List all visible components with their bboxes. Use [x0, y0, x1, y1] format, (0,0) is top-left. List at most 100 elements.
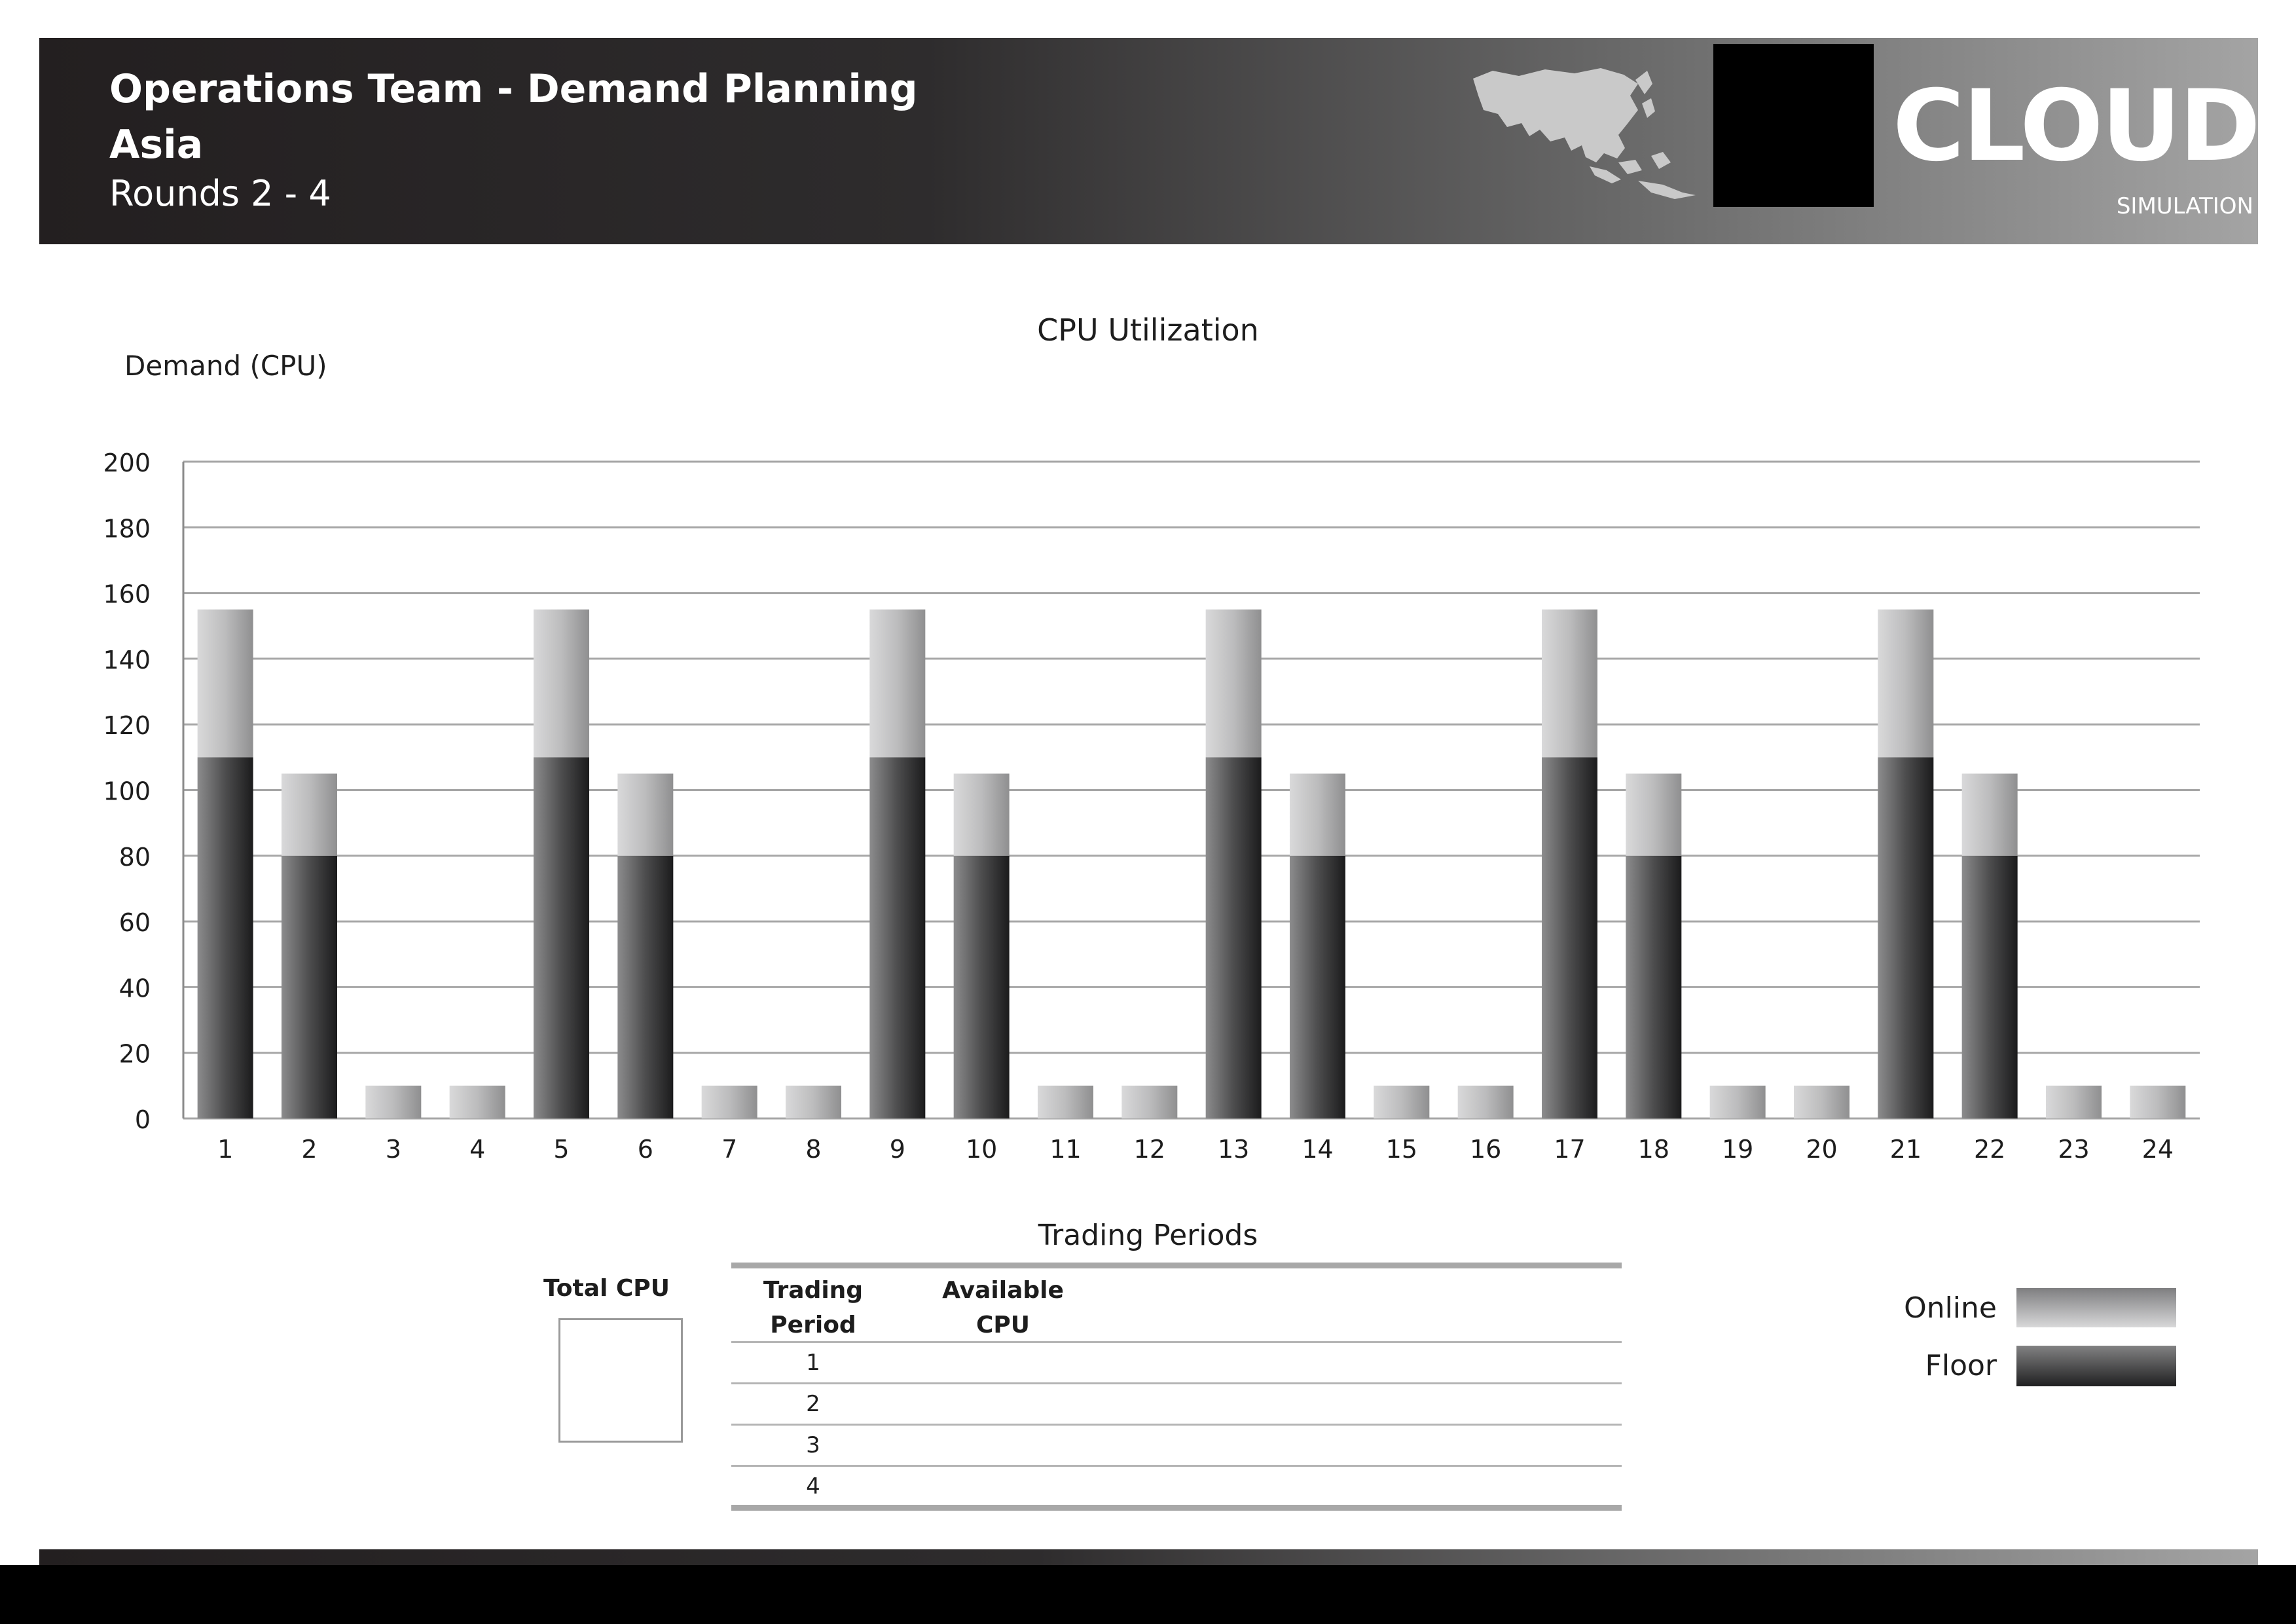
y-tick-label: 80 [119, 843, 151, 872]
legend-label-floor: Floor [1925, 1349, 1997, 1382]
column-header-trading-period: Trading Period [751, 1273, 875, 1342]
x-tick-label: 22 [1974, 1135, 2005, 1164]
x-tick-label: 10 [966, 1135, 997, 1164]
table-bottom-rule [731, 1505, 1622, 1511]
bar-floor [1961, 855, 2018, 1118]
y-tick-label: 120 [103, 711, 151, 740]
logo-mark [1713, 44, 1874, 207]
column-header-available-cpu: Available CPU [921, 1273, 1085, 1342]
y-tick-label: 200 [103, 449, 151, 477]
row-period: 3 [806, 1432, 820, 1458]
column-header-line: CPU [975, 1312, 1030, 1338]
x-tick-label: 19 [1722, 1135, 1753, 1164]
x-tick-label: 3 [386, 1135, 401, 1164]
rounds-label: Rounds 2 - 4 [109, 173, 331, 214]
bar-online [197, 609, 253, 758]
y-tick-label: 0 [135, 1105, 151, 1134]
bar-online [449, 1085, 505, 1118]
bar-floor [1626, 855, 1682, 1118]
y-tick-label: 20 [119, 1040, 151, 1069]
legend-swatch-online [2016, 1288, 2176, 1327]
bar-online [953, 773, 1010, 856]
x-tick-label: 7 [721, 1135, 737, 1164]
logo-subtitle: SIMULATION [2116, 193, 2253, 219]
bar-online [617, 773, 674, 856]
column-header-line: Trading [763, 1277, 864, 1304]
bar-online [1542, 609, 1597, 758]
y-axis-ticks: 0 20 40 60 80 100 120 140 160 180 200 [103, 449, 151, 1134]
bar-online [1794, 1085, 1850, 1118]
table-row: 2 [731, 1382, 1622, 1426]
bar-online [1374, 1085, 1430, 1118]
y-tick-label: 180 [103, 514, 151, 543]
x-tick-label: 21 [1890, 1135, 1922, 1164]
footer-bar [39, 1549, 2258, 1565]
bar-floor [534, 757, 589, 1118]
bar-floor [197, 757, 253, 1118]
table-row: 4 [731, 1465, 1622, 1508]
bar-online [1709, 1085, 1766, 1118]
bar-online [786, 1085, 841, 1118]
header-banner: Operations Team - Demand Planning Asia R… [39, 38, 2258, 244]
x-tick-label: 18 [1638, 1135, 1669, 1164]
bottom-band [0, 1565, 2296, 1624]
x-tick-label: 13 [1218, 1135, 1249, 1164]
legend-swatch-floor [2016, 1346, 2176, 1386]
y-tick-label: 60 [119, 908, 151, 937]
x-tick-label: 14 [1302, 1135, 1333, 1164]
table-top-rule [731, 1263, 1622, 1268]
legend-label-online: Online [1904, 1291, 1997, 1325]
x-tick-label: 6 [638, 1135, 653, 1164]
x-tick-label: 8 [805, 1135, 821, 1164]
chart-grid [182, 460, 2200, 1120]
row-period: 1 [806, 1350, 820, 1376]
x-tick-label: 5 [553, 1135, 569, 1164]
y-tick-label: 40 [119, 974, 151, 1003]
y-tick-label: 160 [103, 580, 151, 609]
bar-online [282, 773, 337, 856]
chart-bars [197, 609, 2186, 1118]
table-row: 1 [731, 1341, 1622, 1384]
x-tick-label: 1 [217, 1135, 233, 1164]
row-period: 2 [806, 1391, 820, 1417]
bar-online [1121, 1085, 1178, 1118]
bar-online [1205, 609, 1262, 758]
y-tick-label: 140 [103, 646, 151, 674]
bar-online [1961, 773, 2018, 856]
x-tick-label: 24 [2142, 1135, 2174, 1164]
bar-floor [953, 855, 1010, 1118]
bar-online [1457, 1085, 1514, 1118]
asia-map-icon [1473, 68, 1696, 199]
table-row: 3 [731, 1424, 1622, 1467]
bar-floor [1878, 757, 1934, 1118]
bar-online [869, 609, 926, 758]
x-tick-label: 2 [301, 1135, 317, 1164]
x-tick-label: 15 [1386, 1135, 1417, 1164]
logo-wordmark: CLOUD [1892, 69, 2258, 183]
bar-floor [617, 855, 674, 1118]
bar-online [701, 1085, 757, 1118]
bar-floor [1542, 757, 1597, 1118]
bar-online [2046, 1085, 2102, 1118]
x-tick-label: 9 [890, 1135, 905, 1164]
column-header-line: Available [942, 1277, 1064, 1304]
bar-online [2130, 1085, 2186, 1118]
x-tick-label: 16 [1470, 1135, 1501, 1164]
bar-floor [282, 855, 337, 1118]
region-label: Asia [109, 122, 204, 168]
bar-floor [869, 757, 926, 1118]
y-axis-title: Demand (CPU) [124, 350, 327, 382]
total-cpu-field[interactable] [558, 1318, 683, 1443]
x-tick-label: 23 [2058, 1135, 2089, 1164]
bar-floor [1205, 757, 1262, 1118]
column-header-line: Period [770, 1312, 856, 1338]
y-tick-label: 100 [103, 777, 151, 806]
x-tick-label: 17 [1554, 1135, 1585, 1164]
x-tick-label: 12 [1134, 1135, 1165, 1164]
total-cpu-label: Total CPU [543, 1275, 670, 1302]
x-axis-ticks: 1 2 3 4 5 6 7 8 9 10 11 12 13 14 15 16 17 18 19 20 21 22 23 24 [217, 1135, 2174, 1164]
bar-online [1878, 609, 1934, 758]
x-tick-label: 20 [1806, 1135, 1837, 1164]
bar-online [1626, 773, 1682, 856]
